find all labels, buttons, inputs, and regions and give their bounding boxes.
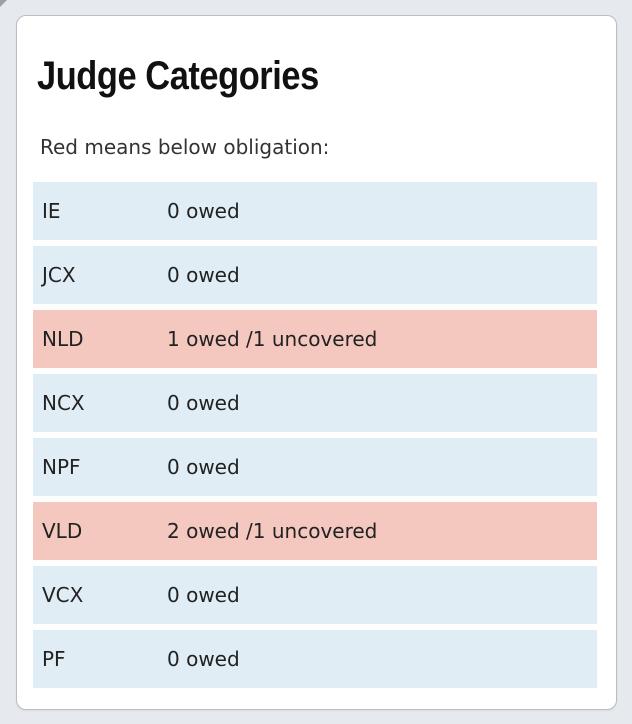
category-name: VCX	[42, 583, 84, 607]
category-status: 0 owed	[167, 455, 240, 479]
category-row-vld: VLD 2 owed /1 uncovered	[33, 502, 597, 560]
category-name: PF	[42, 647, 66, 671]
category-row-vcx: VCX 0 owed	[33, 566, 597, 624]
category-status: 0 owed	[167, 263, 240, 287]
judge-categories-card: Judge Categories Red means below obligat…	[16, 15, 617, 710]
corner-triangle-icon	[0, 0, 7, 7]
category-name: NPF	[42, 455, 81, 479]
category-row-nld: NLD 1 owed /1 uncovered	[33, 310, 597, 368]
category-name: NLD	[42, 327, 84, 351]
category-status: 1 owed /1 uncovered	[167, 327, 378, 351]
category-status: 0 owed	[167, 583, 240, 607]
category-row-ie: IE 0 owed	[33, 182, 597, 240]
category-status: 0 owed	[167, 199, 240, 223]
legend-note: Red means below obligation:	[40, 135, 330, 159]
category-status: 0 owed	[167, 647, 240, 671]
category-status: 2 owed /1 uncovered	[167, 519, 378, 543]
category-status: 0 owed	[167, 391, 240, 415]
category-row-ncx: NCX 0 owed	[33, 374, 597, 432]
category-row-pf: PF 0 owed	[33, 630, 597, 688]
category-list: IE 0 owed JCX 0 owed NLD 1 owed /1 uncov…	[33, 182, 597, 694]
category-name: VLD	[42, 519, 83, 543]
category-name: IE	[42, 199, 61, 223]
category-row-jcx: JCX 0 owed	[33, 246, 597, 304]
category-row-npf: NPF 0 owed	[33, 438, 597, 496]
card-title: Judge Categories	[37, 54, 319, 98]
category-name: JCX	[42, 263, 76, 287]
category-name: NCX	[42, 391, 85, 415]
